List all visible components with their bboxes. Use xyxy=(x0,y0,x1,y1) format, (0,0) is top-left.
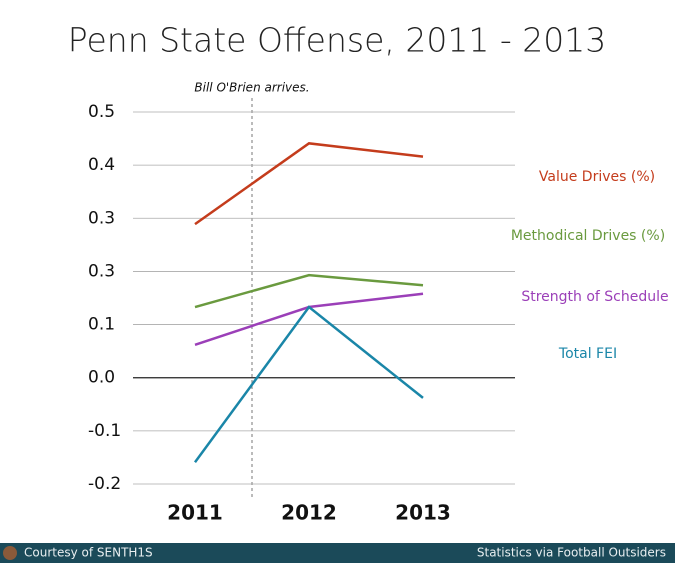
y-tick-label: 0.4 xyxy=(88,155,115,175)
series-line xyxy=(194,273,424,309)
x-tick-label: 2011 xyxy=(167,501,223,525)
legend-label: Total FEI xyxy=(558,346,617,362)
series-line xyxy=(194,142,424,226)
series-line xyxy=(194,292,424,346)
y-tick-label: -0.1 xyxy=(88,421,121,441)
legend-label: Value Drives (%) xyxy=(539,169,655,185)
chart-title: Penn State Offense, 2011 - 2013 xyxy=(68,21,606,60)
y-tick-label: 0.3 xyxy=(88,208,115,228)
x-tick-label: 2012 xyxy=(281,501,337,525)
y-tick-label: 0.5 xyxy=(88,102,115,122)
y-tick-label: -0.2 xyxy=(88,474,121,494)
annotation: Bill O'Brien arrives. xyxy=(194,81,309,95)
y-tick-label: 0.1 xyxy=(88,315,115,335)
y-tick-label: 0.0 xyxy=(88,368,115,388)
footer-left: Courtesy of SENTH1S xyxy=(24,546,153,560)
legend-label: Strength of Schedule xyxy=(521,289,668,305)
series-line xyxy=(193,305,424,463)
avatar xyxy=(3,546,17,560)
y-tick-label: 0.3 xyxy=(88,261,115,281)
legend-label: Methodical Drives (%) xyxy=(511,228,665,244)
x-tick-label: 2013 xyxy=(395,501,451,525)
footer-right: Statistics via Football Outsiders xyxy=(477,546,666,560)
footer-bar xyxy=(0,543,675,563)
